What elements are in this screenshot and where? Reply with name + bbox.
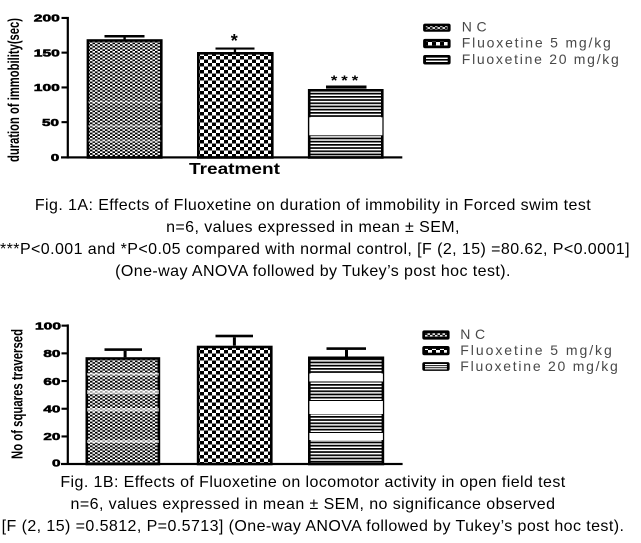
svg-text:NC: NC [460,326,485,342]
svg-text:Fluoxetine 5 mg/kg: Fluoxetine 5 mg/kg [462,35,611,51]
svg-text:150: 150 [34,47,60,59]
svg-text:NC: NC [462,19,487,35]
svg-text:***: *** [331,73,362,89]
svg-text:80: 80 [43,348,60,360]
svg-text:No of squares traversed: No of squares traversed [9,329,26,459]
svg-text:Fluoxetine 5 mg/kg: Fluoxetine 5 mg/kg [460,342,612,358]
svg-text:50: 50 [42,117,59,129]
svg-text:Fluoxetine 20 mg/kg: Fluoxetine 20 mg/kg [462,51,619,67]
svg-text:Treatment: Treatment [189,161,281,178]
svg-text:20: 20 [43,431,60,443]
svg-text:0: 0 [51,152,60,164]
svg-text:100: 100 [35,320,61,332]
svg-text:Fluoxetine 20 mg/kg: Fluoxetine 20 mg/kg [460,358,618,374]
svg-text:*: * [231,31,238,51]
svg-text:duration of immobility(sec): duration of immobility(sec) [6,18,23,162]
svg-text:0: 0 [52,458,61,470]
svg-text:200: 200 [34,13,60,25]
svg-text:100: 100 [34,82,60,94]
svg-text:60: 60 [43,376,60,388]
svg-text:40: 40 [43,404,60,416]
